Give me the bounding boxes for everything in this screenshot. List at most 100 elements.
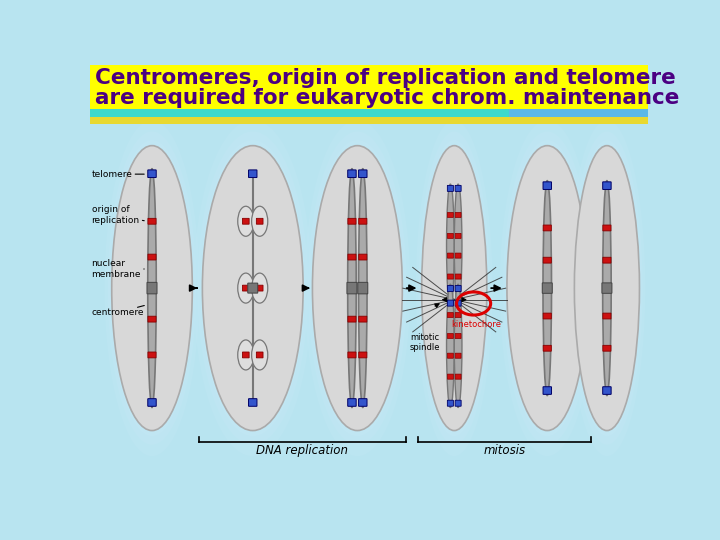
Ellipse shape bbox=[505, 140, 589, 436]
Text: are required for eukaryotic chrom. maintenance: are required for eukaryotic chrom. maint… bbox=[94, 88, 679, 108]
Text: telomere: telomere bbox=[91, 170, 144, 179]
FancyBboxPatch shape bbox=[447, 300, 454, 306]
FancyBboxPatch shape bbox=[248, 170, 257, 178]
FancyBboxPatch shape bbox=[455, 313, 461, 318]
FancyBboxPatch shape bbox=[358, 282, 368, 294]
Ellipse shape bbox=[112, 146, 192, 430]
Ellipse shape bbox=[359, 168, 367, 408]
Ellipse shape bbox=[543, 181, 552, 395]
Ellipse shape bbox=[238, 273, 254, 303]
FancyBboxPatch shape bbox=[603, 387, 611, 394]
FancyBboxPatch shape bbox=[455, 212, 461, 218]
FancyBboxPatch shape bbox=[542, 283, 552, 293]
Text: mitosis: mitosis bbox=[484, 444, 526, 457]
Ellipse shape bbox=[305, 120, 410, 456]
Ellipse shape bbox=[251, 206, 268, 237]
FancyBboxPatch shape bbox=[148, 218, 156, 224]
FancyBboxPatch shape bbox=[243, 352, 249, 358]
Ellipse shape bbox=[108, 131, 197, 445]
Text: mitotic
spindle: mitotic spindle bbox=[410, 333, 440, 352]
FancyBboxPatch shape bbox=[543, 387, 552, 394]
Ellipse shape bbox=[503, 131, 592, 445]
FancyBboxPatch shape bbox=[347, 282, 357, 294]
Text: centromere: centromere bbox=[91, 306, 144, 317]
Text: nuclear
membrane: nuclear membrane bbox=[91, 259, 144, 279]
FancyBboxPatch shape bbox=[447, 313, 454, 318]
FancyBboxPatch shape bbox=[447, 274, 454, 279]
Ellipse shape bbox=[251, 340, 268, 370]
FancyBboxPatch shape bbox=[243, 285, 249, 291]
Ellipse shape bbox=[569, 120, 645, 456]
Ellipse shape bbox=[418, 131, 490, 445]
FancyBboxPatch shape bbox=[455, 185, 461, 191]
FancyBboxPatch shape bbox=[359, 316, 367, 322]
Bar bbox=[508, 110, 648, 118]
Bar bbox=[90, 117, 648, 124]
FancyBboxPatch shape bbox=[359, 399, 367, 406]
Bar bbox=[90, 65, 648, 110]
FancyBboxPatch shape bbox=[359, 254, 367, 260]
FancyBboxPatch shape bbox=[543, 225, 552, 231]
FancyBboxPatch shape bbox=[447, 334, 454, 339]
Ellipse shape bbox=[197, 131, 308, 445]
FancyBboxPatch shape bbox=[359, 218, 367, 224]
Text: Centromeres, origin of replication and telomere: Centromeres, origin of replication and t… bbox=[94, 68, 675, 88]
Ellipse shape bbox=[110, 140, 194, 436]
Ellipse shape bbox=[104, 120, 199, 456]
FancyBboxPatch shape bbox=[603, 182, 611, 190]
FancyBboxPatch shape bbox=[603, 225, 611, 231]
FancyBboxPatch shape bbox=[455, 253, 461, 258]
FancyBboxPatch shape bbox=[455, 233, 461, 239]
FancyBboxPatch shape bbox=[148, 170, 156, 178]
FancyBboxPatch shape bbox=[148, 254, 156, 260]
Text: DNA replication: DNA replication bbox=[256, 444, 348, 457]
Ellipse shape bbox=[575, 146, 639, 430]
FancyBboxPatch shape bbox=[256, 352, 263, 358]
FancyBboxPatch shape bbox=[455, 400, 461, 406]
FancyBboxPatch shape bbox=[359, 352, 367, 358]
FancyBboxPatch shape bbox=[447, 353, 454, 358]
Ellipse shape bbox=[310, 140, 404, 436]
FancyBboxPatch shape bbox=[603, 257, 611, 263]
Ellipse shape bbox=[454, 284, 462, 408]
Ellipse shape bbox=[348, 168, 356, 408]
Text: kinetochore: kinetochore bbox=[451, 320, 501, 329]
Ellipse shape bbox=[193, 120, 312, 456]
FancyBboxPatch shape bbox=[603, 313, 611, 319]
FancyBboxPatch shape bbox=[543, 257, 552, 263]
FancyBboxPatch shape bbox=[455, 274, 461, 279]
Ellipse shape bbox=[251, 273, 268, 303]
Ellipse shape bbox=[500, 120, 595, 456]
Ellipse shape bbox=[148, 168, 156, 408]
FancyBboxPatch shape bbox=[348, 399, 356, 406]
Bar bbox=[90, 110, 508, 118]
Ellipse shape bbox=[446, 284, 454, 408]
Ellipse shape bbox=[200, 140, 305, 436]
FancyBboxPatch shape bbox=[447, 185, 454, 191]
FancyBboxPatch shape bbox=[147, 282, 157, 294]
Ellipse shape bbox=[507, 146, 588, 430]
FancyBboxPatch shape bbox=[348, 218, 356, 224]
FancyBboxPatch shape bbox=[447, 212, 454, 218]
FancyBboxPatch shape bbox=[447, 400, 454, 406]
Ellipse shape bbox=[308, 131, 407, 445]
FancyBboxPatch shape bbox=[248, 399, 257, 406]
FancyBboxPatch shape bbox=[256, 285, 263, 291]
Ellipse shape bbox=[454, 184, 462, 307]
Ellipse shape bbox=[573, 140, 641, 436]
FancyBboxPatch shape bbox=[148, 352, 156, 358]
FancyBboxPatch shape bbox=[603, 345, 611, 351]
FancyBboxPatch shape bbox=[543, 345, 552, 351]
FancyBboxPatch shape bbox=[348, 352, 356, 358]
FancyBboxPatch shape bbox=[359, 170, 367, 178]
FancyBboxPatch shape bbox=[543, 313, 552, 319]
Bar bbox=[90, 123, 648, 481]
Ellipse shape bbox=[238, 340, 254, 370]
FancyBboxPatch shape bbox=[243, 218, 249, 224]
FancyBboxPatch shape bbox=[248, 283, 258, 293]
FancyBboxPatch shape bbox=[455, 374, 461, 379]
Ellipse shape bbox=[420, 140, 488, 436]
Ellipse shape bbox=[416, 120, 492, 456]
FancyBboxPatch shape bbox=[447, 233, 454, 239]
Ellipse shape bbox=[603, 181, 611, 395]
